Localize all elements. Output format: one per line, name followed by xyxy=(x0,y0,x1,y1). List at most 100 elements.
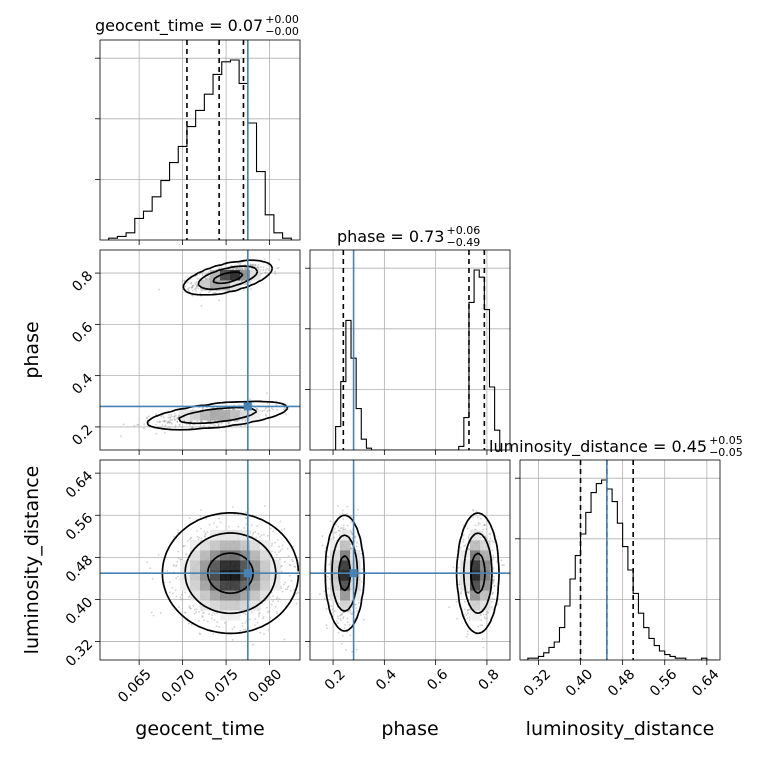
sample-point-913 xyxy=(180,598,183,601)
sample-point-1014 xyxy=(199,420,202,423)
sample-point-1053 xyxy=(467,590,470,593)
sample-point-1231 xyxy=(203,530,206,533)
sample-point-1374 xyxy=(271,550,273,553)
sample-point-1198 xyxy=(208,523,211,526)
sample-point-1146 xyxy=(215,526,218,528)
sample-point-478 xyxy=(331,608,334,611)
sample-point-262 xyxy=(262,615,265,618)
sample-point-155 xyxy=(254,530,257,533)
sample-point-462 xyxy=(360,580,363,583)
sample-point-1129 xyxy=(462,524,465,527)
sample-point-1200 xyxy=(162,416,165,419)
density-cell-11-8 xyxy=(210,570,221,581)
sample-point-582 xyxy=(180,558,183,561)
sample-point-686 xyxy=(302,559,304,561)
truth-marker-phase-luminosity_distance xyxy=(349,569,358,578)
sample-point-787 xyxy=(265,272,267,275)
sample-point-322 xyxy=(199,515,202,517)
sample-point-93 xyxy=(355,648,358,651)
sample-point-127 xyxy=(251,264,254,267)
sample-point-1134 xyxy=(201,612,204,615)
sample-point-1251 xyxy=(155,413,157,415)
sample-point-1056 xyxy=(472,508,474,511)
density-cell-11-17 xyxy=(210,270,221,281)
sample-point-499 xyxy=(177,529,179,532)
density-cell-12-17 xyxy=(220,270,231,281)
sample-point-1119 xyxy=(238,403,240,406)
sample-point-1235 xyxy=(175,577,178,579)
sample-point-1125 xyxy=(245,523,248,525)
sample-point-936 xyxy=(220,422,223,425)
sample-point-607 xyxy=(342,617,345,620)
density-cell-11-7 xyxy=(210,580,221,591)
sample-point-572 xyxy=(325,607,328,610)
sample-point-557 xyxy=(239,263,241,266)
sample-point-1220 xyxy=(480,619,483,621)
xtick-label-phase-3: 0.8 xyxy=(476,666,503,693)
sample-point-529 xyxy=(277,538,279,541)
density-cell-12-9 xyxy=(220,560,231,571)
sample-point-1216 xyxy=(172,592,174,595)
sample-point-398 xyxy=(238,267,241,269)
sample-point-1257 xyxy=(287,585,290,588)
density-cell-12-8 xyxy=(220,570,231,581)
sample-point-1011 xyxy=(175,414,177,417)
sample-point-543 xyxy=(278,258,280,261)
panel-frame-2-1 xyxy=(309,459,511,661)
density-cell-11-5 xyxy=(210,600,221,611)
sample-point-240 xyxy=(244,628,247,631)
sample-point-700 xyxy=(462,540,464,543)
sample-point-74 xyxy=(195,285,198,288)
sample-point-771 xyxy=(199,527,202,530)
sample-point-914 xyxy=(158,421,161,424)
sample-point-1079 xyxy=(493,579,496,581)
sample-point-460 xyxy=(220,266,222,269)
sample-point-397 xyxy=(195,611,197,613)
density-cell-2-7 xyxy=(330,580,341,591)
xtick-label-geocent_time-0: 0.065 xyxy=(115,666,155,706)
sample-point-107 xyxy=(340,613,342,616)
density-cell-12-3 xyxy=(220,410,231,421)
sample-point-1344 xyxy=(199,423,202,426)
sample-point-1052 xyxy=(167,421,170,424)
sample-point-0 xyxy=(346,621,349,624)
sample-point-169 xyxy=(337,529,340,532)
sample-point-415 xyxy=(337,601,340,604)
sample-point-162 xyxy=(341,527,343,529)
sample-point-1128 xyxy=(199,425,202,428)
sample-point-1021 xyxy=(481,530,484,533)
sample-point-380 xyxy=(336,615,339,618)
sample-point-110 xyxy=(223,621,226,624)
sample-point-214 xyxy=(195,286,198,289)
density-cell-11-9 xyxy=(210,560,221,571)
sample-point-220 xyxy=(346,524,349,527)
sample-point-314 xyxy=(250,611,253,614)
sample-point-1063 xyxy=(280,529,283,532)
contour-level-1 xyxy=(331,532,493,615)
sample-point-120 xyxy=(177,606,180,608)
sample-point-1074 xyxy=(206,620,209,623)
density-cell-2-10 xyxy=(330,550,341,561)
sample-point-568 xyxy=(249,281,252,284)
sample-point-913 xyxy=(178,414,181,417)
panel-title-sub-geocent_time: −0.00 xyxy=(265,25,299,38)
sample-point-1167 xyxy=(148,421,151,424)
sample-point-496 xyxy=(198,632,201,635)
sample-point-327 xyxy=(295,592,298,595)
sample-point-1016 xyxy=(477,625,480,628)
sample-point-402 xyxy=(330,538,332,541)
sample-point-23 xyxy=(195,281,198,283)
sample-point-1091 xyxy=(479,517,482,520)
xaxis-label-phase: phase xyxy=(381,718,438,740)
density-cell-16-7 xyxy=(470,580,481,591)
sample-point-147 xyxy=(235,267,238,270)
density-cell-10-8 xyxy=(200,570,211,581)
sample-point-29 xyxy=(351,612,354,615)
density-cell-3-11 xyxy=(340,540,351,551)
sample-point-141 xyxy=(241,267,244,269)
panel-title-main-geocent_time: geocent_time = 0.07 xyxy=(95,16,263,36)
contour-level-2 xyxy=(324,512,500,635)
sample-point-18 xyxy=(275,556,278,559)
sample-point-1153 xyxy=(245,619,248,622)
sample-point-127 xyxy=(280,564,283,567)
